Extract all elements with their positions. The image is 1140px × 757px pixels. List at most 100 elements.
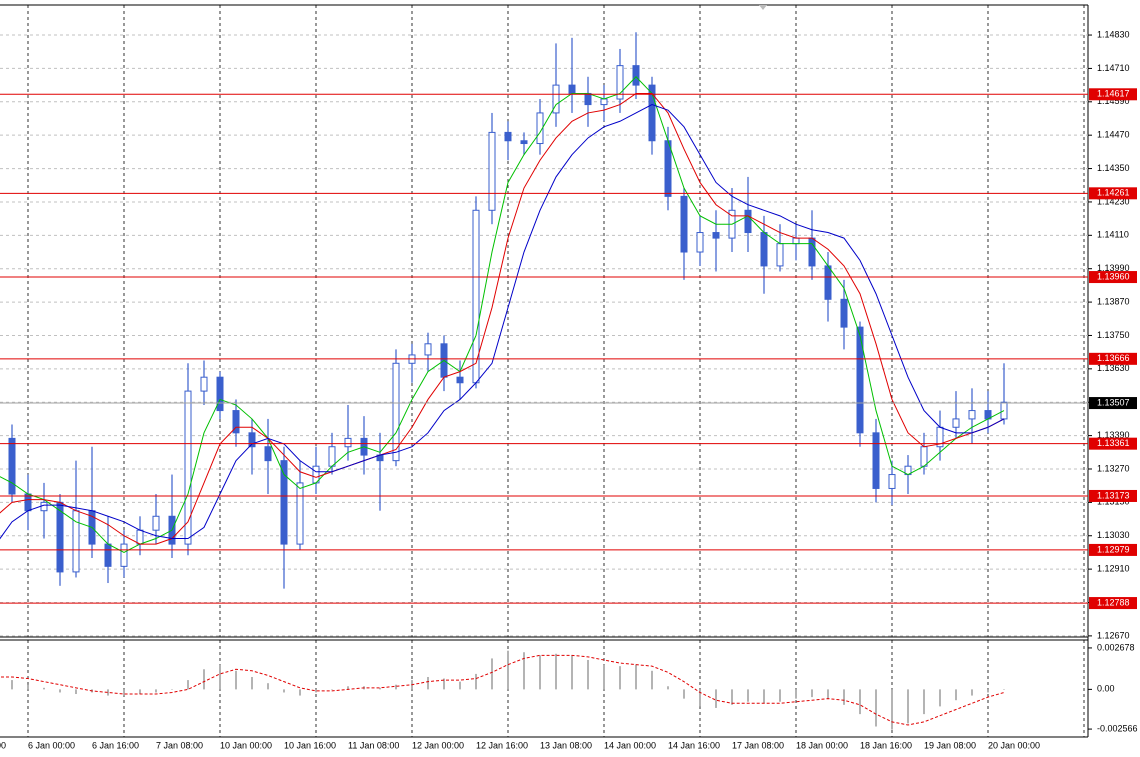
level-label: 1.13666 [1097,353,1130,363]
histogram-bar [955,689,957,701]
candle-body [872,432,880,489]
histogram-bar [939,689,941,707]
candle-body [504,131,512,142]
candle-body [600,98,608,106]
candle-body [24,493,32,512]
histogram-bar [891,689,893,730]
histogram-bar [587,659,589,690]
x-tick-label: 20 Jan 00:00 [988,740,1040,750]
candle-body [280,460,288,545]
histogram-bar [59,689,61,693]
candle-body [424,343,432,356]
level-label-box [1089,271,1137,284]
histogram-bar [603,664,605,690]
y-tick-label: 1.14590 [1097,96,1130,106]
moving-average [0,92,1005,545]
candle-body [40,501,48,512]
candle-body [856,326,864,434]
y-tick-label: 1.13750 [1097,330,1130,340]
histogram-bar [763,689,765,704]
x-tick-label: 10 Jan 00:00 [220,740,272,750]
histogram-bar [123,689,125,696]
histogram-bar [139,689,141,695]
histogram-bar [683,689,685,699]
x-tick-label: 11 Jan 08:00 [348,740,399,750]
candle-body [8,437,16,495]
candle-body [184,390,192,545]
histogram-bar [811,689,813,698]
candle-body [808,237,816,267]
candle-body [552,84,560,114]
x-tick-label: 6 Jan 00:00 [28,740,75,750]
y-tick-label: 1.14710 [1097,63,1130,73]
candle-body [696,232,704,253]
histogram-bar [283,689,285,693]
histogram-bar [987,689,989,693]
y-tick-label: 1.13270 [1097,463,1130,473]
x-tick-label: 19 Jan 08:00 [924,740,976,750]
histogram-bar [667,686,669,690]
histogram-bar [491,658,493,690]
histogram-bar [523,652,525,690]
histogram-bar [187,680,189,690]
level-label-box [1089,543,1137,556]
candle-body [200,376,208,392]
x-tick-label: 18 Jan 00:00 [796,740,848,750]
x-tick-label: 12 Jan 16:00 [476,740,528,750]
histogram-bar [219,664,221,690]
histogram-bar [155,689,157,693]
histogram-bar [859,689,861,715]
x-tick-label: 18 Jan 16:00 [860,740,912,750]
candle-body [632,65,640,86]
candle-body [152,515,160,531]
y-tick-label: 0.00 [1097,684,1115,694]
level-label: 1.13361 [1097,438,1130,448]
candle-body [488,131,496,211]
histogram-bar [427,676,429,690]
x-tick-label: 00 [0,740,6,750]
level-label: 1.13960 [1097,271,1130,281]
histogram-bar [875,689,877,727]
candle-body [968,410,976,420]
candle-body [344,437,352,448]
candle-body [232,410,240,434]
candle-body [104,543,112,567]
histogram-bar [475,673,477,690]
histogram-bar [1003,689,1005,690]
candle-body [136,529,144,545]
y-tick-label: 1.13030 [1097,530,1130,540]
current-price-label: 1.13507 [1097,397,1130,407]
level-label-box [1089,437,1137,450]
histogram-bar [27,684,29,690]
candle-body [568,84,576,94]
level-label-box [1089,489,1137,502]
level-label: 1.14261 [1097,188,1130,198]
histogram-bar [651,670,653,690]
histogram-bar [267,683,269,690]
level-label-box [1089,352,1137,365]
candle-body [248,432,256,448]
histogram-bar [299,689,301,696]
candle-body [536,112,544,145]
histogram-bar [75,689,77,695]
x-tick-label: 13 Jan 08:00 [540,740,592,750]
shift-marker [759,5,767,10]
histogram-bar [843,689,845,705]
y-tick-label: 1.12670 [1097,630,1130,640]
y-tick-label: 1.14110 [1097,230,1129,240]
histogram-bar [171,689,173,690]
y-tick-label: 0.002678 [1097,642,1135,652]
x-tick-label: 7 Jan 08:00 [156,740,203,750]
histogram-bar [715,689,717,708]
candle-body [776,243,784,267]
histogram-bar [315,689,317,693]
y-tick-label: 1.14830 [1097,29,1130,39]
histogram-bar [779,689,781,702]
candle-body [328,446,336,467]
level-label-box [1089,88,1137,101]
histogram-bar [827,689,829,699]
histogram-bar [347,686,349,690]
level-label-box [1089,187,1137,200]
level-label: 1.14617 [1097,89,1130,99]
histogram-bar [395,684,397,690]
